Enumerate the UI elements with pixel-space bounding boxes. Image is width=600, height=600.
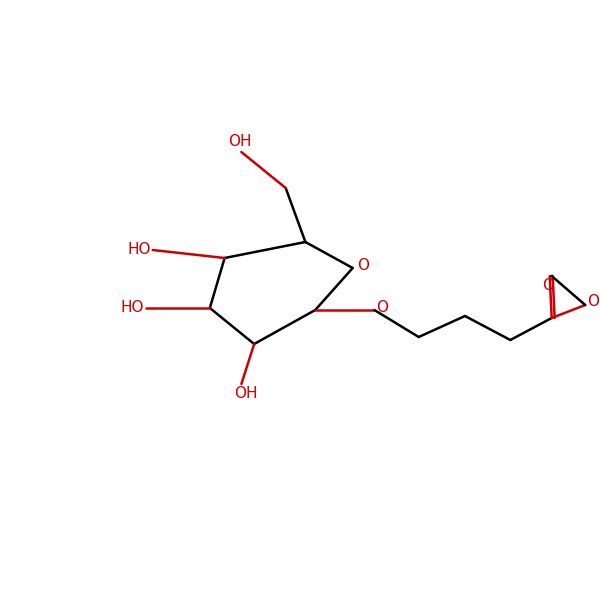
Text: OH: OH [235, 386, 258, 401]
Text: HO: HO [121, 301, 144, 316]
Text: HO: HO [127, 242, 151, 257]
Text: O: O [542, 278, 554, 293]
Text: OH: OH [227, 134, 251, 149]
Text: O: O [376, 299, 388, 314]
Text: O: O [356, 257, 368, 272]
Text: O: O [587, 295, 599, 310]
